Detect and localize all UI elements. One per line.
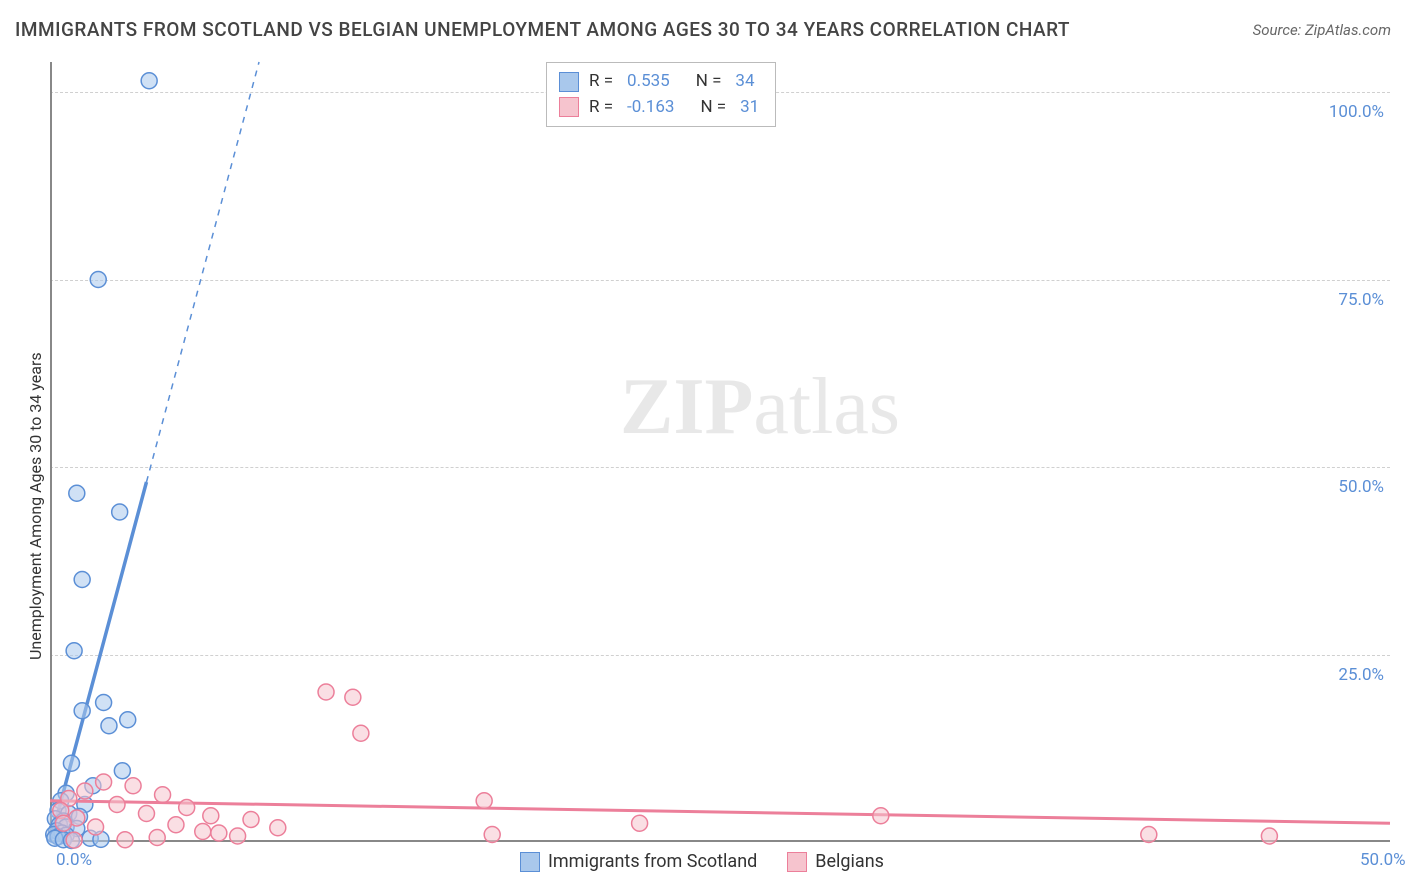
data-point-belgians xyxy=(1141,827,1157,843)
data-point-belgians xyxy=(55,815,71,831)
data-point-scotland xyxy=(90,272,106,288)
legend-row-belgians: R = -0.163 N = 31 xyxy=(559,95,763,121)
legend-r-label: R = xyxy=(589,69,613,95)
legend-item-belgians: Belgians xyxy=(787,851,884,872)
data-point-belgians xyxy=(203,808,219,824)
data-point-belgians xyxy=(77,783,93,799)
legend-r-value: -0.163 xyxy=(627,95,674,121)
data-point-belgians xyxy=(243,812,259,828)
data-point-scotland xyxy=(74,572,90,588)
data-point-belgians xyxy=(109,797,125,813)
data-point-belgians xyxy=(88,819,104,835)
data-point-scotland xyxy=(112,504,128,520)
data-point-belgians xyxy=(1261,828,1277,844)
swatch-scotland xyxy=(520,852,540,872)
data-point-belgians xyxy=(138,806,154,822)
chart-title: IMMIGRANTS FROM SCOTLAND VS BELGIAN UNEM… xyxy=(15,18,1070,41)
data-point-belgians xyxy=(155,787,171,803)
data-point-belgians xyxy=(117,832,133,848)
data-point-scotland xyxy=(66,643,82,659)
data-point-scotland xyxy=(96,695,112,711)
legend-row-scotland: R = 0.535 N = 34 xyxy=(559,69,763,95)
legend-n-label: N = xyxy=(696,69,722,95)
data-point-belgians xyxy=(476,793,492,809)
legend-series: Immigrants from Scotland Belgians xyxy=(520,851,884,872)
data-point-belgians xyxy=(195,824,211,840)
data-point-belgians xyxy=(632,815,648,831)
x-tick-label: 50.0% xyxy=(1360,850,1406,870)
data-point-belgians xyxy=(484,827,500,843)
data-point-belgians xyxy=(96,774,112,790)
data-point-belgians xyxy=(345,689,361,705)
legend-label: Belgians xyxy=(815,851,884,872)
legend-n-label: N = xyxy=(700,95,726,121)
swatch-belgians xyxy=(559,97,579,117)
legend-n-value: 34 xyxy=(735,69,754,95)
legend-r-label: R = xyxy=(589,95,613,121)
data-point-scotland xyxy=(120,712,136,728)
legend-n-value: 31 xyxy=(740,95,759,121)
data-point-scotland xyxy=(141,73,157,89)
data-point-belgians xyxy=(125,778,141,794)
trend-line-dash-scotland xyxy=(146,62,259,482)
y-axis-label: Unemployment Among Ages 30 to 34 years xyxy=(26,352,45,660)
y-tick-label: 0.0% xyxy=(56,850,92,870)
data-point-belgians xyxy=(318,684,334,700)
data-point-belgians xyxy=(168,817,184,833)
data-point-belgians xyxy=(230,828,246,844)
source-attribution: Source: ZipAtlas.com xyxy=(1253,21,1391,39)
data-point-belgians xyxy=(353,725,369,741)
swatch-scotland xyxy=(559,72,579,92)
data-point-scotland xyxy=(63,755,79,771)
data-point-belgians xyxy=(270,820,286,836)
title-bar: IMMIGRANTS FROM SCOTLAND VS BELGIAN UNEM… xyxy=(15,18,1391,41)
data-point-belgians xyxy=(179,800,195,816)
data-point-belgians xyxy=(149,830,165,846)
legend-r-value: 0.535 xyxy=(627,69,670,95)
data-point-scotland xyxy=(101,718,117,734)
data-point-scotland xyxy=(74,703,90,719)
data-point-belgians xyxy=(873,808,889,824)
swatch-belgians xyxy=(787,852,807,872)
legend-item-scotland: Immigrants from Scotland xyxy=(520,851,757,872)
data-point-belgians xyxy=(66,832,82,848)
data-point-belgians xyxy=(211,825,227,841)
legend-label: Immigrants from Scotland xyxy=(548,851,757,872)
plot-area: ZIPatlas 0.0%25.0%50.0%75.0%100.0% R =0.… xyxy=(50,62,1390,842)
data-point-scotland xyxy=(114,763,130,779)
data-point-scotland xyxy=(69,485,85,501)
legend-correlation: R = 0.535 N = 34 R = -0.163 N = 31 xyxy=(546,62,776,127)
chart-svg xyxy=(50,62,1390,842)
